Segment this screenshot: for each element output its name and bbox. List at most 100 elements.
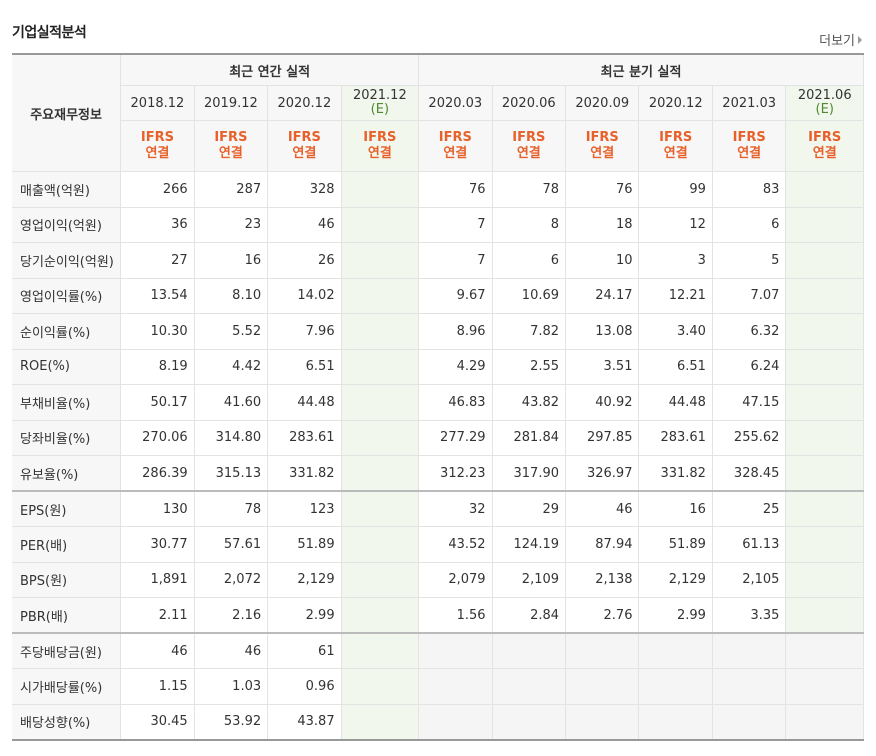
annual-value: 331.82 xyxy=(267,455,342,492)
annual-value: 6.51 xyxy=(267,349,342,385)
empty-cell xyxy=(418,704,493,741)
period-year: 2018.12 xyxy=(130,95,185,111)
quarter-value: 43.52 xyxy=(418,526,493,563)
period-year: 2019.12 xyxy=(204,95,258,111)
row-label: PER(배) xyxy=(12,526,122,563)
quarter-value: 32 xyxy=(418,490,493,527)
quarter-value: 326.97 xyxy=(565,455,640,492)
quarter-value: 7 xyxy=(418,242,493,279)
quarter-value xyxy=(785,562,864,598)
more-link[interactable]: 더보기 xyxy=(819,30,862,49)
quarter-value: 124.19 xyxy=(492,526,567,563)
annual-value xyxy=(341,597,420,634)
quarter-value: 10 xyxy=(565,242,640,279)
empty-cell xyxy=(565,668,640,705)
quarter-value: 283.61 xyxy=(638,420,713,456)
annual-group-header: 최근 연간 실적 xyxy=(120,53,420,86)
row-label: 순이익률(%) xyxy=(12,313,122,350)
annual-value: 283.61 xyxy=(267,420,342,456)
annual-value: 0.96 xyxy=(267,668,342,705)
period-header: 2020.12 xyxy=(267,85,342,121)
annual-value xyxy=(341,632,420,669)
annual-value xyxy=(341,384,420,421)
quarter-value xyxy=(785,490,864,527)
annual-value: 123 xyxy=(267,490,342,527)
empty-cell xyxy=(638,668,713,705)
annual-value: 2.99 xyxy=(267,597,342,634)
ifrs-header: IFRS 연결 xyxy=(194,120,269,172)
table-row: 매출액(억원) 266 287 328 76 78 76 99 83 xyxy=(12,171,864,208)
consolidated-label: 연결 xyxy=(812,146,837,161)
annual-value: 2,072 xyxy=(194,562,269,598)
annual-value: 27 xyxy=(120,242,195,279)
table-row: PER(배) 30.77 57.61 51.89 43.52 124.19 87.94 51.… xyxy=(12,526,864,563)
annual-value: 14.02 xyxy=(267,278,342,314)
annual-value xyxy=(341,420,420,456)
quarter-value: 47.15 xyxy=(712,384,787,421)
empty-cell xyxy=(418,632,493,669)
table-row: PBR(배) 2.11 2.16 2.99 1.56 2.84 2.76 2.99 3.35 xyxy=(12,597,864,634)
quarter-value: 281.84 xyxy=(492,420,567,456)
quarter-value: 3.35 xyxy=(712,597,787,634)
ifrs-header: IFRS 연결 xyxy=(492,120,567,172)
table-row: 시가배당률(%) 1.15 1.03 0.96 xyxy=(12,668,864,705)
annual-value: 53.92 xyxy=(194,704,269,741)
quarter-value: 76 xyxy=(565,171,640,208)
quarter-value: 87.94 xyxy=(565,526,640,563)
quarter-value xyxy=(785,278,864,314)
row-label: 매출액(억원) xyxy=(12,171,122,208)
quarter-value: 2,105 xyxy=(712,562,787,598)
quarter-value: 8.96 xyxy=(418,313,493,350)
empty-cell xyxy=(638,704,713,741)
quarter-value: 317.90 xyxy=(492,455,567,492)
annual-value xyxy=(341,242,420,279)
annual-value: 46 xyxy=(267,207,342,243)
ifrs-header: IFRS 연결 xyxy=(267,120,342,172)
period-year: 2020.09 xyxy=(575,95,630,111)
row-label: BPS(원) xyxy=(12,562,122,598)
period-header: 2021.06 (E) xyxy=(785,85,864,121)
annual-value: 36 xyxy=(120,207,195,243)
ifrs-label: IFRS xyxy=(585,130,619,145)
quarter-value: 5 xyxy=(712,242,787,279)
table-row: 영업이익률(%) 13.54 8.10 14.02 9.67 10.69 24.17 12.2… xyxy=(12,278,864,314)
quarter-value: 2,109 xyxy=(492,562,567,598)
quarter-value xyxy=(785,384,864,421)
ifrs-label: IFRS xyxy=(659,130,693,145)
quarter-value: 328.45 xyxy=(712,455,787,492)
annual-value: 46 xyxy=(120,632,195,669)
consolidated-label: 연결 xyxy=(443,146,468,161)
quarter-value: 2,138 xyxy=(565,562,640,598)
period-header: 2021.12 (E) xyxy=(341,85,420,121)
annual-value: 1.03 xyxy=(194,668,269,705)
quarter-value: 2.84 xyxy=(492,597,567,634)
row-label: EPS(원) xyxy=(12,490,122,527)
quarter-value: 312.23 xyxy=(418,455,493,492)
annual-value: 46 xyxy=(194,632,269,669)
annual-value xyxy=(341,278,420,314)
table-row: 배당성향(%) 30.45 53.92 43.87 xyxy=(12,704,864,741)
annual-value: 2.11 xyxy=(120,597,195,634)
row-label: 영업이익률(%) xyxy=(12,278,122,314)
quarter-value: 2.99 xyxy=(638,597,713,634)
consolidated-label: 연결 xyxy=(145,146,170,161)
annual-value: 57.61 xyxy=(194,526,269,563)
table-row: 당좌비율(%) 270.06 314.80 283.61 277.29 281.84 297… xyxy=(12,420,864,456)
financial-table: 주요재무정보 최근 연간 실적 최근 분기 실적 2018.12 2019.12 2… xyxy=(12,53,864,741)
annual-value xyxy=(341,313,420,350)
quarter-value: 83 xyxy=(712,171,787,208)
quarter-value: 44.48 xyxy=(638,384,713,421)
period-header: 2020.03 xyxy=(418,85,493,121)
quarter-value: 8 xyxy=(492,207,567,243)
period-year: 2021.06 xyxy=(797,88,852,103)
period-year: 2020.12 xyxy=(648,95,703,111)
ifrs-header: IFRS 연결 xyxy=(712,120,787,172)
period-header: 2021.03 xyxy=(712,85,787,121)
period-year: 2021.12 xyxy=(352,88,407,103)
annual-value: 314.80 xyxy=(194,420,269,456)
annual-value xyxy=(341,171,420,208)
table-row: 순이익률(%) 10.30 5.52 7.96 8.96 7.82 13.08 3.40 6.3… xyxy=(12,313,864,350)
empty-cell xyxy=(492,632,567,669)
ifrs-label: IFRS xyxy=(512,130,546,145)
quarter-value: 43.82 xyxy=(492,384,567,421)
